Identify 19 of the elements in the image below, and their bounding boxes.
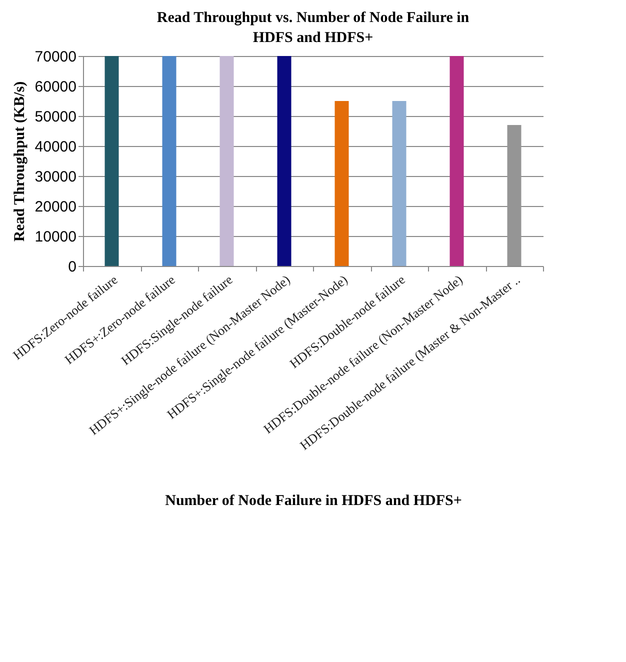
y-tick-label: 30000 <box>34 168 76 186</box>
y-axis-title: Read Throughput (KB/s) <box>12 81 28 242</box>
bar <box>104 56 119 266</box>
bar <box>334 101 349 266</box>
y-tick-label: 40000 <box>34 138 76 156</box>
y-tick-label: 50000 <box>34 108 76 126</box>
y-tick-label: 20000 <box>34 198 76 216</box>
y-tick-label: 60000 <box>34 78 76 96</box>
y-tick-label: 70000 <box>34 48 76 66</box>
bar <box>392 101 406 266</box>
bar <box>220 56 234 266</box>
y-tick-label: 0 <box>68 258 76 276</box>
bar <box>507 125 522 266</box>
bar <box>450 56 464 266</box>
bar <box>277 56 292 266</box>
bar <box>162 56 176 266</box>
x-axis-title: Number of Node Failure in HDFS and HDFS+ <box>165 492 462 509</box>
chart-title: Read Throughput vs. Number of Node Failure in HDFS and HDFS+ <box>156 10 470 46</box>
y-tick-label: 10000 <box>34 228 76 246</box>
